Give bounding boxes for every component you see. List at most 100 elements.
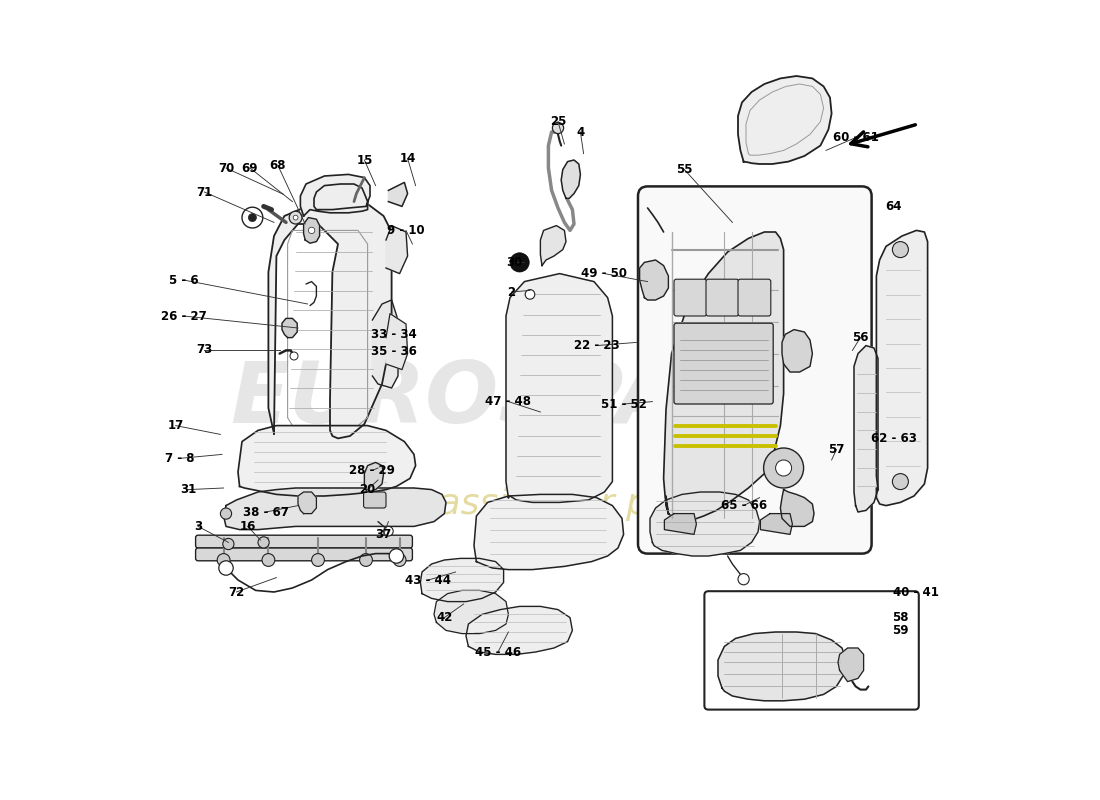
Circle shape xyxy=(290,352,298,360)
Polygon shape xyxy=(434,590,508,634)
Text: 65 - 66: 65 - 66 xyxy=(720,499,767,512)
Text: 3: 3 xyxy=(194,520,202,533)
Text: 70: 70 xyxy=(218,162,234,174)
Text: 22 - 23: 22 - 23 xyxy=(573,339,619,352)
Polygon shape xyxy=(760,514,792,534)
Polygon shape xyxy=(718,632,846,701)
Polygon shape xyxy=(650,492,760,556)
Polygon shape xyxy=(664,514,696,534)
Text: 31: 31 xyxy=(180,483,197,496)
Circle shape xyxy=(308,227,315,234)
Circle shape xyxy=(384,526,393,536)
Text: 30: 30 xyxy=(506,256,522,269)
FancyBboxPatch shape xyxy=(196,535,412,548)
Circle shape xyxy=(217,554,230,566)
Polygon shape xyxy=(540,226,566,266)
Circle shape xyxy=(552,122,563,134)
Polygon shape xyxy=(238,426,416,496)
Circle shape xyxy=(258,537,270,548)
FancyBboxPatch shape xyxy=(704,591,918,710)
Polygon shape xyxy=(782,330,813,372)
Text: 20: 20 xyxy=(360,483,376,496)
Text: 55: 55 xyxy=(676,163,693,176)
FancyBboxPatch shape xyxy=(738,279,771,316)
Circle shape xyxy=(294,215,298,220)
Polygon shape xyxy=(268,202,392,438)
Circle shape xyxy=(763,448,804,488)
Circle shape xyxy=(510,253,529,272)
Polygon shape xyxy=(298,492,317,514)
Text: 9 - 10: 9 - 10 xyxy=(387,224,425,237)
Text: 47 - 48: 47 - 48 xyxy=(485,395,531,408)
Text: 25: 25 xyxy=(550,115,566,128)
Polygon shape xyxy=(223,488,446,530)
Circle shape xyxy=(525,290,535,299)
Text: 37: 37 xyxy=(375,528,392,541)
Circle shape xyxy=(892,242,909,258)
Text: 45 - 46: 45 - 46 xyxy=(475,646,521,658)
Polygon shape xyxy=(364,462,384,492)
Circle shape xyxy=(776,460,792,476)
Text: 26 - 27: 26 - 27 xyxy=(161,310,207,322)
Circle shape xyxy=(311,554,324,566)
Text: 15: 15 xyxy=(356,154,373,166)
Polygon shape xyxy=(386,226,408,274)
Text: 59: 59 xyxy=(892,624,909,637)
Text: EUROSPARES: EUROSPARES xyxy=(230,358,870,442)
Text: 4: 4 xyxy=(576,126,584,138)
Text: 58: 58 xyxy=(892,611,909,624)
Text: 5 - 6: 5 - 6 xyxy=(168,274,198,286)
Text: 7 - 8: 7 - 8 xyxy=(165,452,195,465)
Polygon shape xyxy=(373,300,398,388)
Polygon shape xyxy=(474,494,624,570)
FancyBboxPatch shape xyxy=(674,323,773,404)
Text: a passion for parts: a passion for parts xyxy=(382,487,718,521)
Text: 40 - 41: 40 - 41 xyxy=(893,586,939,598)
Text: 62 - 63: 62 - 63 xyxy=(871,432,917,445)
Text: 68: 68 xyxy=(270,159,286,172)
Circle shape xyxy=(289,211,302,224)
Text: 33 - 34: 33 - 34 xyxy=(371,328,417,341)
Text: 16: 16 xyxy=(240,520,256,533)
Text: 43 - 44: 43 - 44 xyxy=(406,574,451,586)
Circle shape xyxy=(220,508,232,519)
Text: 14: 14 xyxy=(399,152,416,165)
Circle shape xyxy=(219,561,233,575)
Text: 73: 73 xyxy=(196,343,212,356)
Circle shape xyxy=(393,554,406,566)
Text: 42: 42 xyxy=(437,611,452,624)
Polygon shape xyxy=(639,260,669,300)
Text: 51 - 52: 51 - 52 xyxy=(601,398,647,410)
Text: 69: 69 xyxy=(242,162,258,174)
Text: 2: 2 xyxy=(507,286,516,298)
FancyBboxPatch shape xyxy=(196,548,412,561)
Text: 28 - 29: 28 - 29 xyxy=(350,464,395,477)
Text: 57: 57 xyxy=(828,443,845,456)
Polygon shape xyxy=(282,318,297,338)
Text: 38 - 67: 38 - 67 xyxy=(243,506,289,518)
Text: 72: 72 xyxy=(229,586,244,598)
Circle shape xyxy=(223,538,234,550)
Polygon shape xyxy=(506,274,613,502)
Polygon shape xyxy=(420,558,504,602)
Polygon shape xyxy=(838,648,864,682)
Circle shape xyxy=(738,574,749,585)
Text: 60 - 61: 60 - 61 xyxy=(833,131,879,144)
FancyBboxPatch shape xyxy=(674,279,707,316)
Circle shape xyxy=(242,207,263,228)
Circle shape xyxy=(262,554,275,566)
Polygon shape xyxy=(388,182,408,206)
Text: 35 - 36: 35 - 36 xyxy=(371,346,417,358)
Polygon shape xyxy=(300,174,370,216)
Polygon shape xyxy=(738,76,832,164)
Circle shape xyxy=(892,474,909,490)
Circle shape xyxy=(360,554,373,566)
Polygon shape xyxy=(780,490,814,526)
Polygon shape xyxy=(561,160,581,198)
FancyBboxPatch shape xyxy=(706,279,739,316)
Polygon shape xyxy=(466,606,572,654)
Polygon shape xyxy=(854,346,878,512)
Circle shape xyxy=(389,549,404,563)
Circle shape xyxy=(249,214,256,222)
Text: 49 - 50: 49 - 50 xyxy=(582,267,627,280)
